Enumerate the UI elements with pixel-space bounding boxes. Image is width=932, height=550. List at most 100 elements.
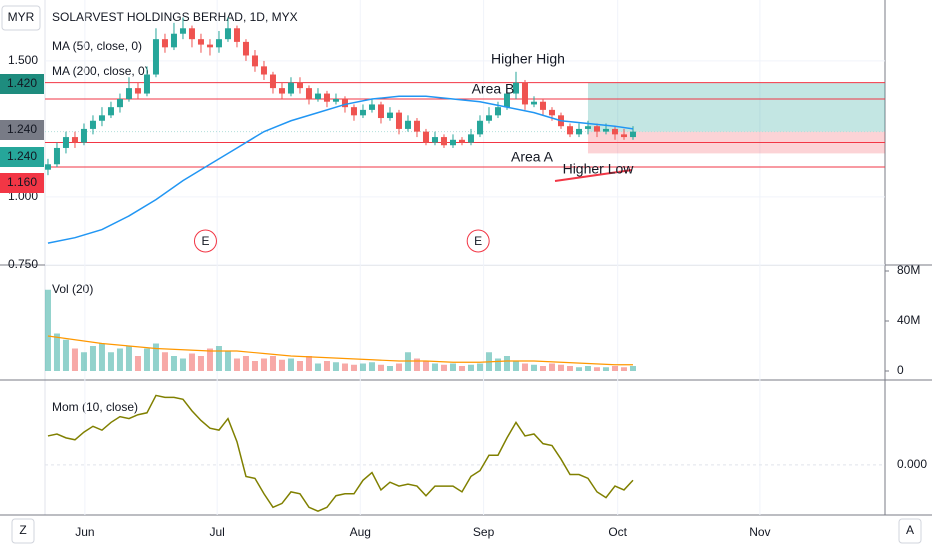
volume-average bbox=[47, 335, 633, 366]
currency: MYR bbox=[8, 10, 35, 24]
y-tick-label: 0 bbox=[897, 363, 904, 377]
volume-bar bbox=[629, 366, 636, 371]
candle-body bbox=[161, 39, 168, 48]
x-tick-label: Jun bbox=[75, 525, 94, 539]
zoom-button[interactable] bbox=[11, 518, 35, 544]
candle-body bbox=[152, 39, 159, 75]
volume-bar bbox=[566, 366, 573, 371]
y-tick-label: 40M bbox=[897, 313, 920, 327]
candle-body bbox=[467, 134, 474, 143]
event-label: E bbox=[201, 234, 209, 248]
trend-line bbox=[554, 169, 633, 182]
price-label: 1.160 bbox=[7, 175, 37, 189]
y-tick-label: 0.750 bbox=[8, 257, 38, 271]
volume-bar bbox=[503, 356, 510, 371]
momentum-line bbox=[47, 394, 634, 512]
volume-bar bbox=[170, 356, 177, 371]
price-label-bg bbox=[0, 74, 44, 94]
candle-body bbox=[350, 107, 357, 116]
candle-body bbox=[287, 82, 294, 94]
candle-body bbox=[89, 120, 96, 129]
candle-body bbox=[575, 128, 582, 135]
volume-bar bbox=[260, 358, 267, 371]
candle-body bbox=[242, 41, 249, 56]
volume-bar bbox=[512, 361, 519, 371]
volume-bar bbox=[422, 361, 429, 371]
candle-body bbox=[530, 101, 537, 105]
volume-bar bbox=[449, 363, 456, 371]
candle-body bbox=[179, 28, 186, 34]
volume-bar bbox=[107, 352, 114, 371]
price-label: 1.240 bbox=[7, 122, 37, 136]
volume-bar bbox=[440, 364, 447, 371]
volume-bar bbox=[152, 343, 159, 371]
price-label-bg bbox=[0, 120, 44, 140]
volume-bar bbox=[494, 358, 501, 371]
volume-bar bbox=[458, 366, 465, 371]
volume-bar bbox=[53, 333, 60, 371]
candle-body bbox=[431, 137, 438, 143]
volume-bar bbox=[125, 346, 132, 371]
volume-bar bbox=[359, 363, 366, 371]
volume-bar bbox=[431, 363, 438, 371]
volume-bar bbox=[476, 363, 483, 371]
volume-bar bbox=[89, 346, 96, 371]
candle-body bbox=[206, 44, 213, 48]
volume-bar bbox=[98, 343, 105, 371]
candle-body bbox=[476, 120, 483, 135]
candle-body bbox=[134, 88, 141, 94]
volume-bar bbox=[134, 356, 141, 371]
candle-body bbox=[260, 66, 267, 75]
event-label: E bbox=[474, 234, 482, 248]
candle-body bbox=[458, 139, 465, 143]
volume-bar bbox=[350, 364, 357, 371]
candle-body bbox=[629, 131, 636, 138]
auto-button[interactable] bbox=[898, 518, 922, 544]
candle-body bbox=[278, 88, 285, 94]
x-tick-label: Sep bbox=[473, 525, 495, 539]
annotation: Higher Low bbox=[563, 161, 635, 177]
chart-title: SOLARVEST HOLDINGS BERHAD, 1D, MYX bbox=[52, 10, 298, 24]
volume-bar bbox=[521, 363, 528, 371]
auto-label: A bbox=[906, 523, 914, 537]
candle-body bbox=[620, 134, 627, 138]
volume-bar bbox=[368, 362, 375, 371]
x-tick-label: Aug bbox=[350, 525, 371, 539]
candle-body bbox=[170, 33, 177, 48]
volume-bar bbox=[530, 364, 537, 371]
candle-body bbox=[566, 126, 573, 135]
candle-body bbox=[395, 112, 402, 129]
y-tick-label: 80M bbox=[897, 263, 920, 277]
volume-bar bbox=[593, 367, 600, 371]
volume-bar bbox=[584, 366, 591, 371]
candle-body bbox=[188, 28, 195, 40]
candle-body bbox=[449, 139, 456, 146]
x-tick-label: Nov bbox=[749, 525, 770, 539]
volume-bar bbox=[413, 358, 420, 371]
candle-body bbox=[125, 88, 132, 99]
candle-body bbox=[440, 137, 447, 146]
volume-bar bbox=[314, 363, 321, 371]
volume-bar bbox=[206, 348, 213, 371]
annotation: Area B bbox=[472, 81, 515, 97]
currency-button[interactable] bbox=[1, 5, 41, 31]
candle-body bbox=[62, 137, 69, 148]
y-tick-label: 0.000 bbox=[897, 457, 927, 471]
volume-bar bbox=[377, 364, 384, 371]
volume-bar bbox=[224, 351, 231, 371]
volume-bar bbox=[386, 366, 393, 371]
candle-body bbox=[44, 164, 51, 170]
candle-body bbox=[215, 39, 222, 48]
candle-body bbox=[503, 93, 510, 108]
indicator-label: Vol (20) bbox=[52, 282, 93, 296]
candle-body bbox=[413, 120, 420, 132]
indicator-label: MA (200, close, 0) bbox=[52, 64, 149, 78]
volume-bar bbox=[251, 361, 258, 371]
candle-body bbox=[359, 109, 366, 116]
indicator-label: MA (50, close, 0) bbox=[52, 39, 142, 53]
zoom-label: Z bbox=[19, 523, 26, 537]
volume-bar bbox=[539, 366, 546, 371]
x-tick-label: Oct bbox=[608, 525, 627, 539]
candle-body bbox=[98, 115, 105, 121]
